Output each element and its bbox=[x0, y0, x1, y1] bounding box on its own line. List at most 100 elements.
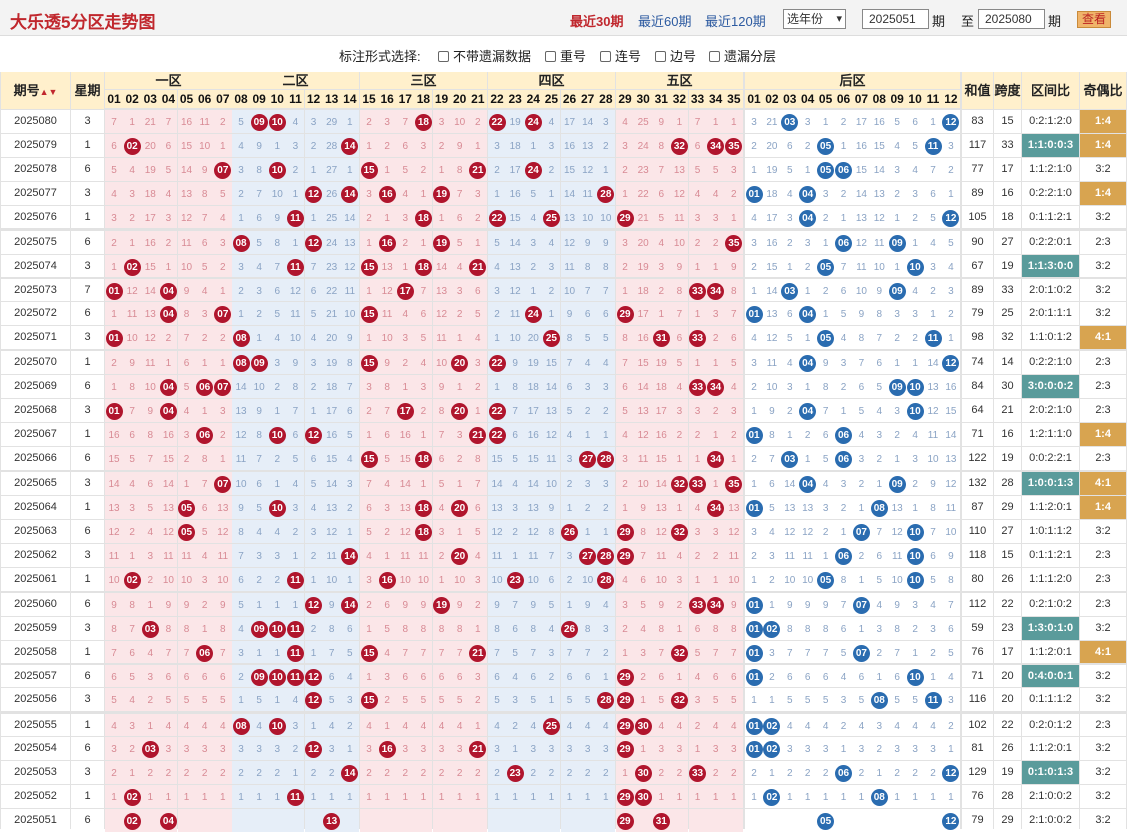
missing-count: 4 bbox=[420, 358, 427, 370]
front-ball: 07 bbox=[214, 379, 232, 397]
front-cell: 3 bbox=[250, 278, 269, 302]
link-recent-120[interactable]: 最近120期 bbox=[705, 14, 766, 29]
link-recent-60[interactable]: 最近60期 bbox=[638, 14, 692, 29]
missing-count: 6 bbox=[858, 382, 865, 394]
missing-count: 2 bbox=[840, 117, 847, 128]
to-issue-input[interactable]: 2025080 bbox=[978, 9, 1045, 29]
sum-cell: 79 bbox=[962, 302, 993, 326]
front-ball: 11 bbox=[286, 789, 304, 807]
sum-cell: 77 bbox=[962, 157, 993, 181]
front-ball: 20 bbox=[451, 355, 469, 373]
checkbox-icon[interactable] bbox=[438, 51, 449, 62]
back-cell: 13 bbox=[941, 447, 960, 470]
front-cell: 6 bbox=[268, 278, 287, 302]
back-cell: 03 bbox=[780, 447, 799, 470]
missing-count: 3 bbox=[622, 140, 628, 152]
front-cell: 1 bbox=[488, 326, 506, 350]
checkbox-icon[interactable] bbox=[545, 51, 556, 62]
option-edge[interactable]: 边号 bbox=[655, 46, 696, 65]
year-select[interactable]: 选年份 bbox=[783, 9, 846, 29]
oddeven-cell: 3:2 bbox=[1080, 737, 1126, 761]
sort-icon[interactable]: ▲▼ bbox=[39, 87, 58, 97]
front-cell: 1 bbox=[105, 302, 123, 326]
missing-count: 3 bbox=[603, 117, 609, 128]
front-cell: 5 bbox=[195, 688, 214, 712]
missing-count: 5 bbox=[822, 695, 829, 707]
front-cell: 4 bbox=[652, 713, 671, 737]
missing-count: 11 bbox=[945, 503, 957, 514]
zone-header: 五区 bbox=[616, 72, 743, 89]
missing-count: 3 bbox=[165, 744, 172, 756]
missing-count: 3 bbox=[840, 358, 847, 370]
front-cell: 34 bbox=[706, 496, 725, 519]
front-cell: 10 bbox=[141, 375, 160, 399]
back-cell: 2 bbox=[780, 230, 799, 254]
missing-count: 9 bbox=[822, 358, 829, 370]
front-cell: 3 bbox=[159, 205, 178, 229]
missing-count: 3 bbox=[129, 503, 135, 514]
missing-count: 19 bbox=[144, 164, 156, 176]
front-ball: 33 bbox=[689, 596, 707, 614]
missing-count: 1 bbox=[676, 503, 683, 514]
front-cell: 1 bbox=[450, 472, 469, 495]
front-cell: 13 bbox=[105, 496, 123, 519]
front-cell: 10 bbox=[268, 496, 287, 519]
missing-count: 4 bbox=[512, 479, 518, 491]
missing-count: 3 bbox=[658, 744, 665, 756]
missing-count: 7 bbox=[858, 358, 865, 370]
back-ball: 05 bbox=[817, 330, 835, 348]
back-cell: 7 bbox=[941, 592, 960, 616]
front-cell: 3 bbox=[304, 519, 323, 543]
front-ball: 29 bbox=[616, 813, 634, 831]
missing-count: 5 bbox=[787, 695, 793, 707]
weekday-cell: 3 bbox=[71, 326, 104, 350]
front-cell: 7 bbox=[506, 592, 525, 616]
missing-count: 7 bbox=[584, 285, 591, 297]
front-cell: 15 bbox=[141, 254, 160, 278]
front-cell: 13 bbox=[432, 278, 451, 302]
front-cell: 3 bbox=[652, 254, 671, 278]
option-missing-layer[interactable]: 遗漏分层 bbox=[709, 46, 776, 65]
missing-count: 1 bbox=[292, 237, 299, 249]
from-issue-input[interactable]: 2025051 bbox=[862, 9, 929, 29]
option-no-missing[interactable]: 不带遗漏数据 bbox=[438, 46, 531, 65]
front-cell: 5 bbox=[340, 640, 359, 664]
back-ball: 07 bbox=[852, 523, 870, 541]
back-cell: 4 bbox=[924, 592, 942, 616]
front-cell: 8 bbox=[670, 278, 689, 302]
back-cell: 3 bbox=[780, 375, 799, 399]
missing-count: 8 bbox=[183, 309, 190, 321]
front-cell: 6 bbox=[578, 664, 597, 688]
front-cell: 10 bbox=[250, 375, 269, 399]
back-number-header: 04 bbox=[798, 90, 817, 108]
option-repeat[interactable]: 重号 bbox=[545, 46, 586, 65]
missing-count: 24 bbox=[326, 237, 338, 249]
back-cell: 9 bbox=[924, 472, 942, 495]
col-issue[interactable]: 期号▲▼ bbox=[1, 72, 70, 109]
option-consecutive[interactable]: 连号 bbox=[600, 46, 641, 65]
front-ball: 15 bbox=[360, 306, 378, 324]
link-recent-30[interactable]: 最近30期 bbox=[570, 14, 624, 29]
front-cell: 14 bbox=[488, 472, 506, 495]
checkbox-icon[interactable] bbox=[709, 51, 720, 62]
view-button[interactable]: 查看 bbox=[1077, 11, 1111, 28]
front-cell: 4 bbox=[268, 326, 287, 350]
missing-count: 4 bbox=[165, 720, 172, 732]
checkbox-icon[interactable] bbox=[600, 51, 611, 62]
front-cell: 4 bbox=[141, 519, 160, 543]
missing-count: 3 bbox=[751, 526, 757, 538]
missing-count: 15 bbox=[108, 454, 120, 465]
back-cell: 8 bbox=[834, 567, 853, 591]
back-cell: 10 bbox=[852, 278, 871, 302]
checkbox-icon[interactable] bbox=[655, 51, 666, 62]
back-ball: 08 bbox=[870, 789, 888, 807]
front-cell: 2 bbox=[542, 157, 561, 181]
front-ball: 28 bbox=[597, 692, 615, 710]
missing-count: 10 bbox=[344, 309, 356, 321]
front-cell: 6 bbox=[488, 664, 506, 688]
front-cell: 4 bbox=[652, 230, 671, 254]
front-cell: 1 bbox=[450, 375, 469, 399]
back-cell: 07 bbox=[852, 640, 871, 664]
missing-count: 9 bbox=[328, 599, 335, 611]
missing-count: 2 bbox=[475, 212, 481, 224]
